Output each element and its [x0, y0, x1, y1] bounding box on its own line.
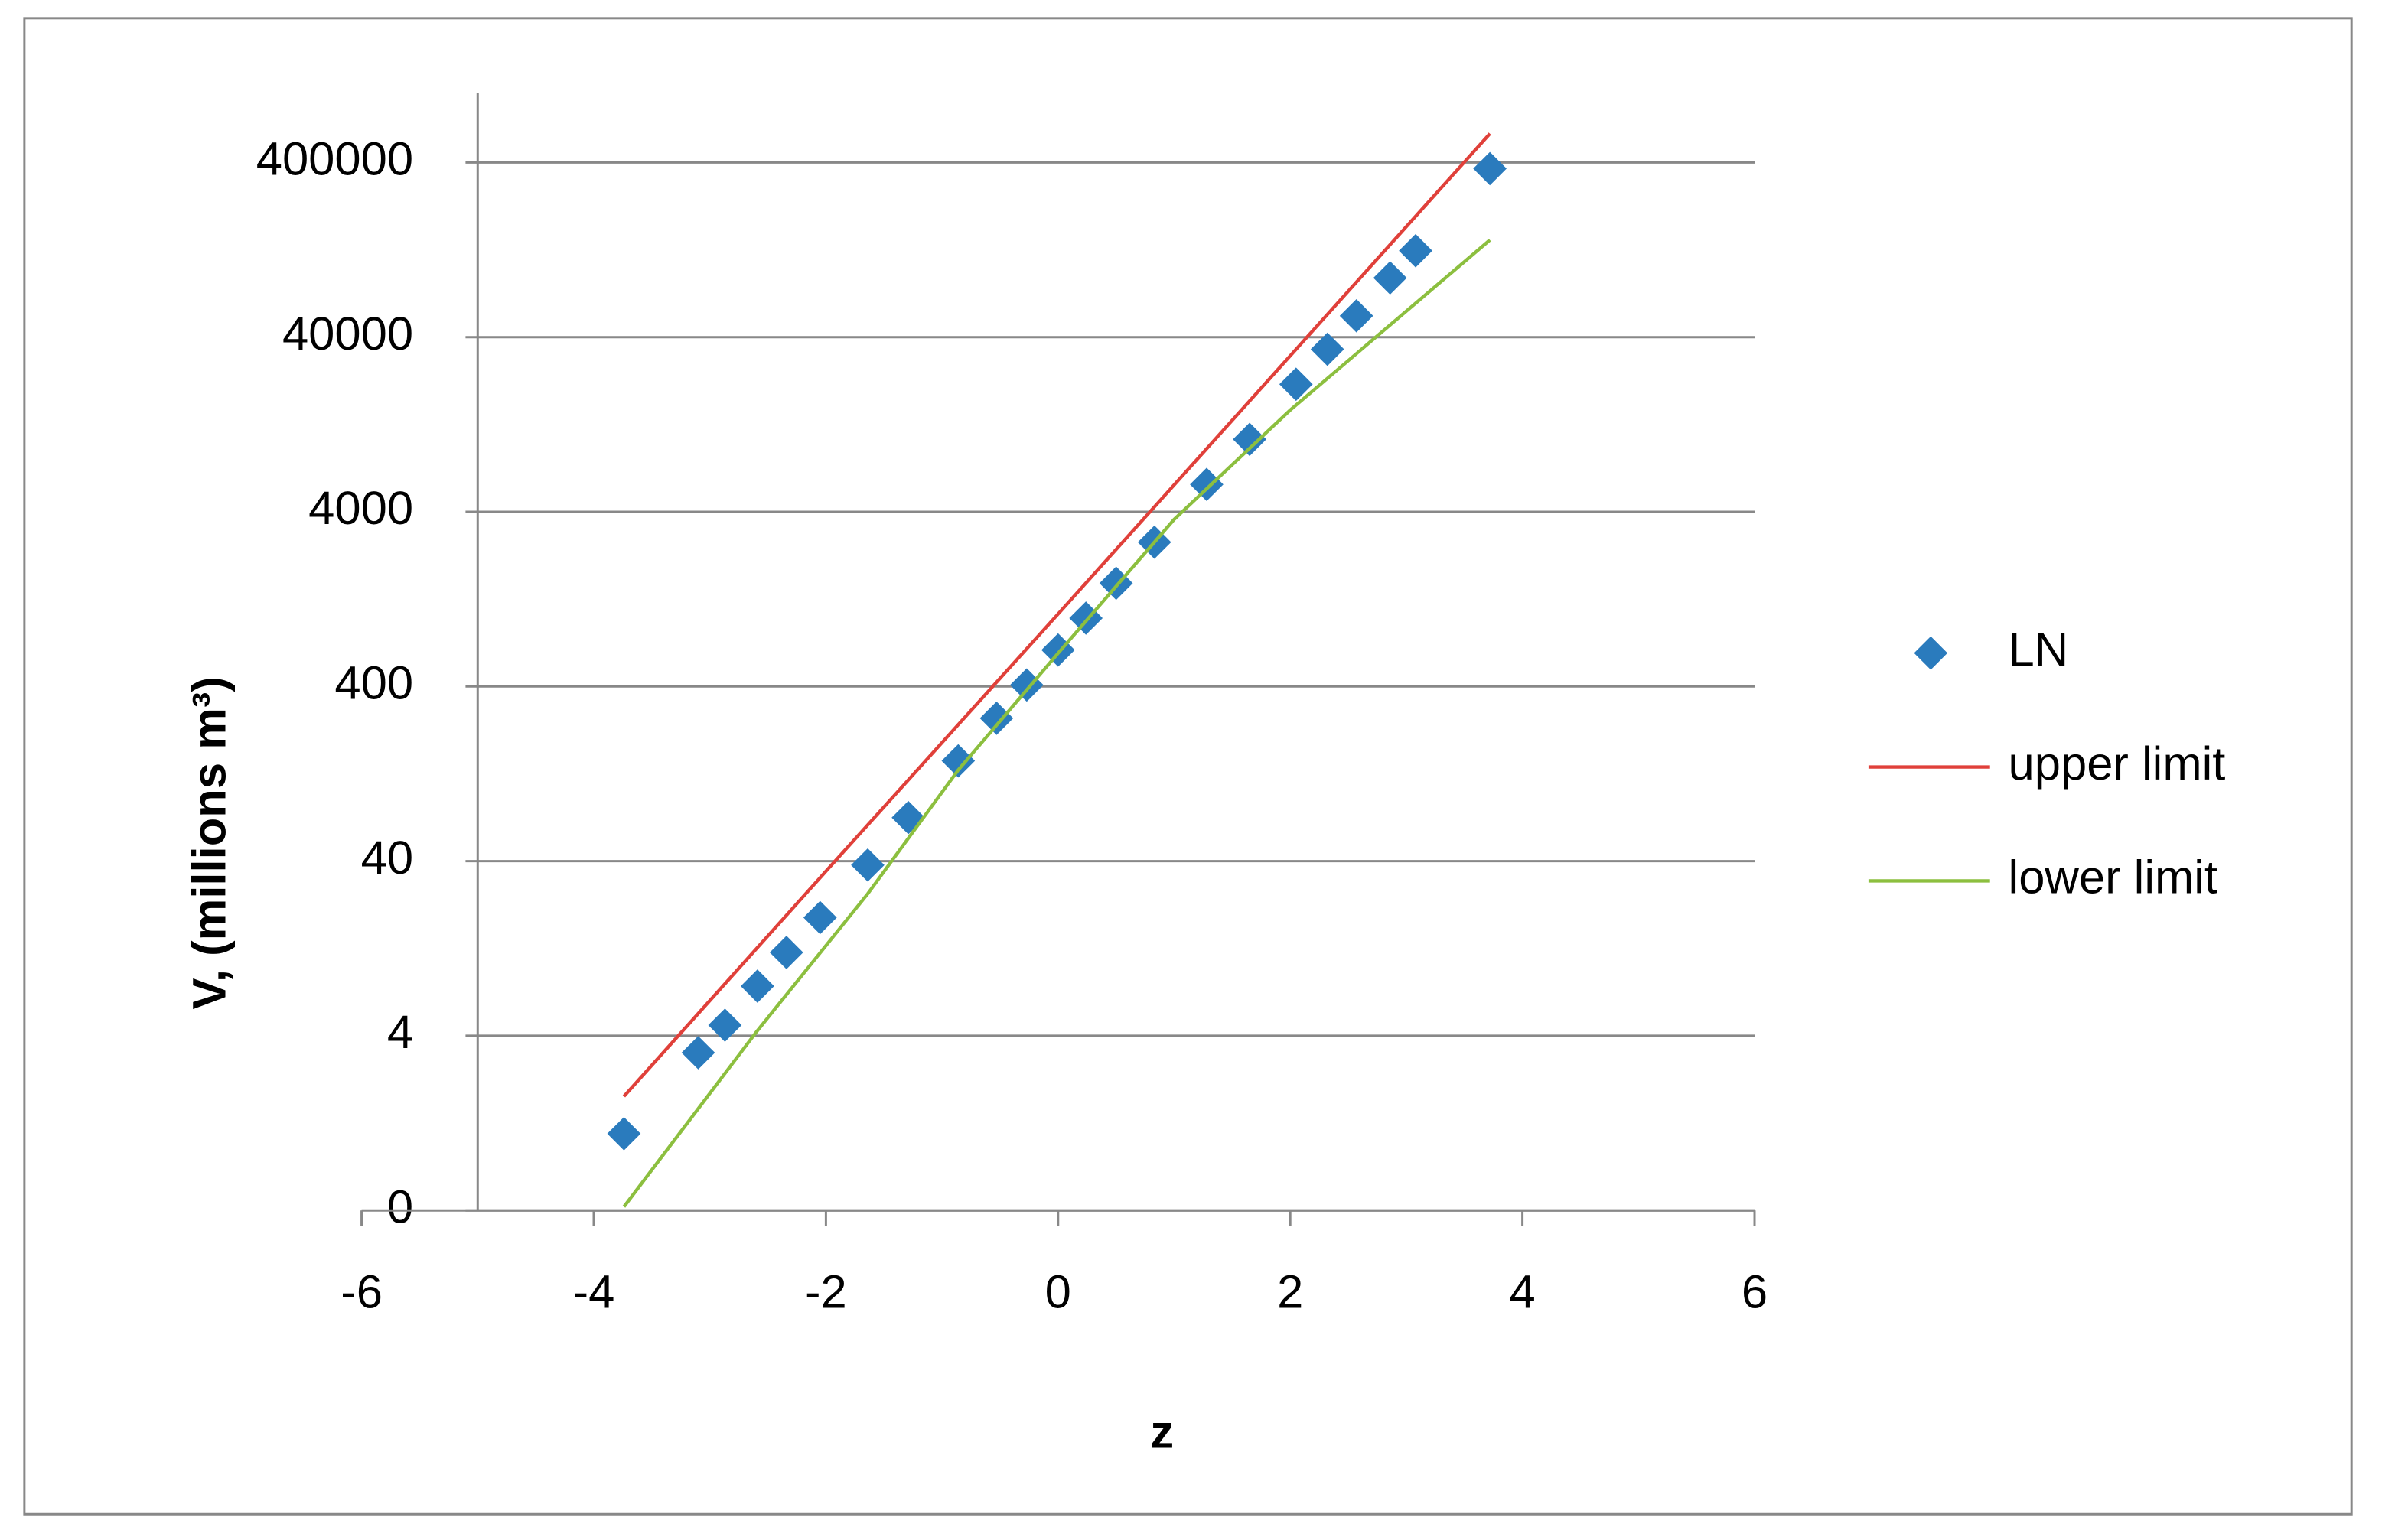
y-tick-label: 400000	[256, 133, 413, 186]
series-line	[622, 132, 1491, 1098]
data-point	[941, 744, 976, 778]
x-tick-label: 4	[1509, 1266, 1535, 1319]
data-point	[1473, 151, 1507, 186]
y-tick-label: 400	[334, 657, 413, 710]
x-tick-label: -6	[341, 1266, 383, 1319]
data-point	[1339, 298, 1373, 333]
y-tick-label: 40000	[282, 308, 413, 360]
y-tick-label: 0	[387, 1180, 413, 1233]
x-tick-label: 2	[1277, 1266, 1303, 1319]
x-tick-label: 0	[1045, 1266, 1071, 1319]
x-axis-label: z	[1150, 1405, 1174, 1458]
data-point	[708, 1008, 742, 1042]
x-tick-label: -2	[805, 1266, 847, 1319]
x-tick-label: 6	[1742, 1266, 1768, 1319]
legend-label: lower limit	[2009, 851, 2218, 904]
y-tick-label: 40	[361, 832, 413, 884]
legend-marker	[1914, 636, 1948, 670]
y-tick-label: 4	[387, 1006, 413, 1059]
legend-label: LN	[2009, 623, 2069, 676]
y-tick-label: 4000	[308, 482, 413, 535]
x-tick-label: -4	[573, 1266, 615, 1319]
data-point	[1009, 668, 1044, 702]
y-axis-label: V, (millions m³)	[183, 676, 236, 1009]
legend-label: upper limit	[2009, 737, 2226, 790]
series-line	[622, 239, 1491, 1208]
